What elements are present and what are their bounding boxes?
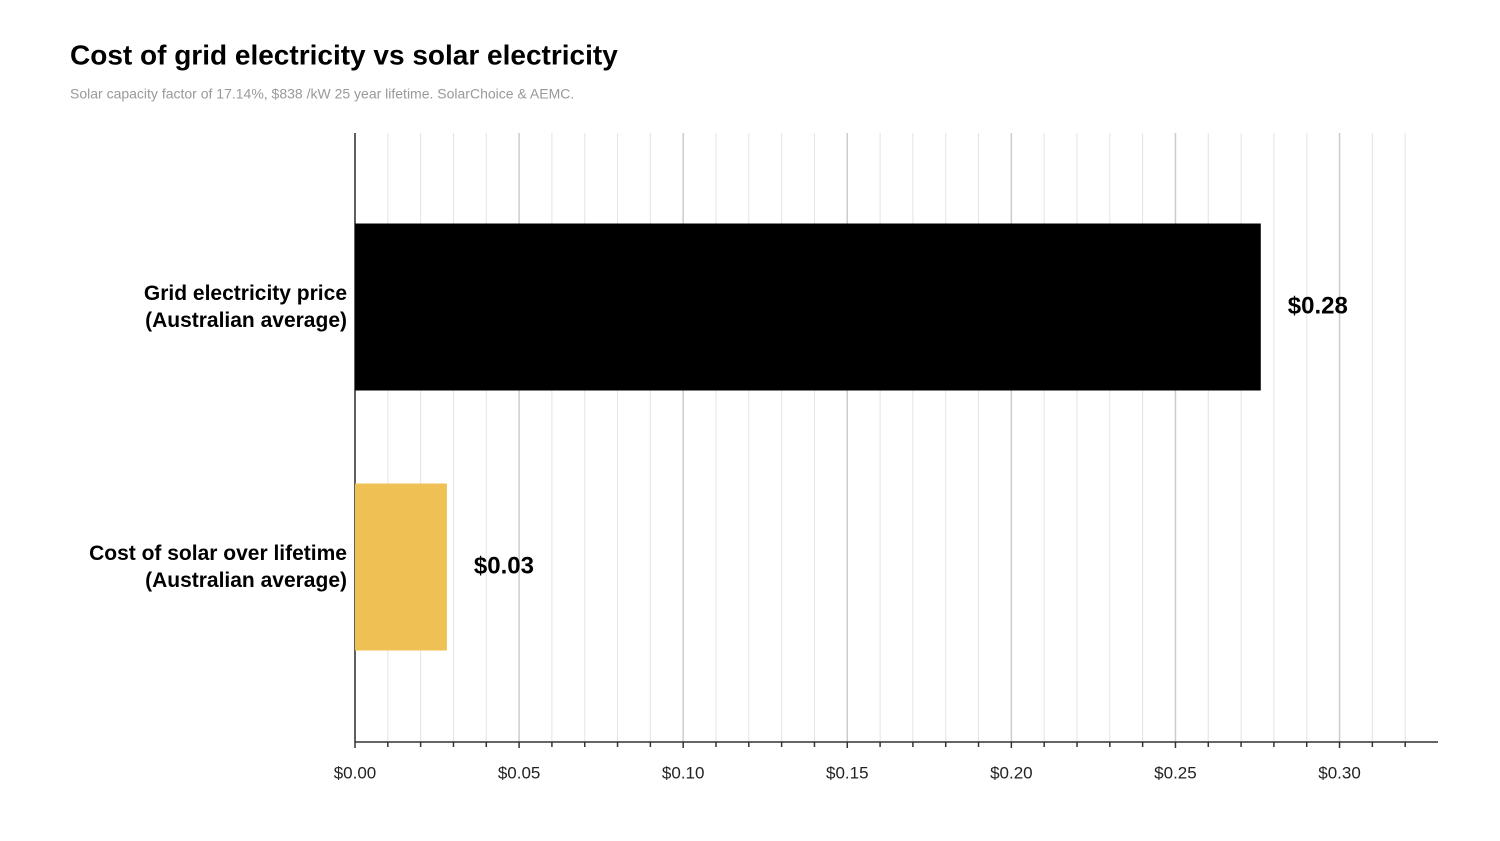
chart-title: Cost of grid electricity vs solar electr… <box>70 39 618 70</box>
bar <box>355 483 447 651</box>
x-tick-label: $0.20 <box>990 763 1033 782</box>
x-tick-label: $0.10 <box>662 763 705 782</box>
value-label: $0.28 <box>1288 292 1348 319</box>
y-tick-label: Cost of solar over lifetime (Australian … <box>89 542 347 592</box>
bar <box>355 223 1261 391</box>
y-tick-label: Grid electricity price (Australian avera… <box>143 282 347 332</box>
chart-subtitle: Solar capacity factor of 17.14%, $838 /k… <box>70 86 574 102</box>
x-tick-label: $0.00 <box>334 763 377 782</box>
x-tick-label: $0.15 <box>826 763 869 782</box>
x-tick-label: $0.25 <box>1154 763 1197 782</box>
value-label: $0.03 <box>474 552 534 579</box>
x-tick-label: $0.05 <box>498 763 541 782</box>
x-tick-label: $0.30 <box>1318 763 1361 782</box>
